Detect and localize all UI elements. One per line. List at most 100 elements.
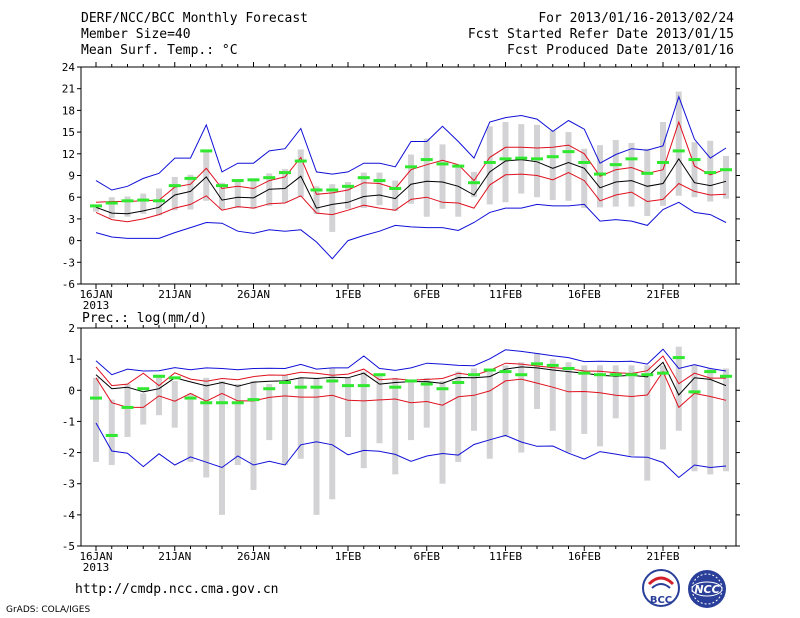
ncc-logo-text: NCC <box>694 583 719 596</box>
range-box <box>423 138 430 217</box>
ensemble-marker <box>562 150 575 154</box>
x-tick-label: 21JAN <box>158 550 191 563</box>
ensemble-marker <box>405 379 417 383</box>
range-box <box>471 368 477 431</box>
series-line-lower <box>95 370 727 409</box>
range-box <box>612 140 619 207</box>
ensemble-marker <box>105 201 118 205</box>
ensemble-marker <box>609 163 622 167</box>
ensemble-marker <box>468 181 480 185</box>
range-box <box>471 171 477 198</box>
ensemble-marker <box>452 381 465 384</box>
ensemble-marker <box>609 373 622 377</box>
x-tick-label: 21FEB <box>646 288 679 301</box>
y-tick-label: 18 <box>62 104 75 117</box>
bcc-logo: BCC <box>642 569 680 607</box>
ensemble-marker <box>420 382 433 386</box>
ensemble-marker <box>294 159 307 163</box>
ensemble-marker <box>405 165 417 169</box>
ensemble-marker <box>720 168 732 172</box>
ensemble-marker <box>342 384 354 388</box>
ensemble-marker <box>625 157 638 161</box>
ensemble-marker <box>373 373 386 377</box>
range-box <box>360 371 367 469</box>
range-box <box>203 377 210 478</box>
ensemble-marker <box>310 385 323 389</box>
plot-frame <box>80 327 737 547</box>
range-box <box>93 204 99 212</box>
ensemble-marker <box>326 188 339 192</box>
ensemble-marker <box>200 401 213 405</box>
ensemble-marker <box>420 158 433 162</box>
started-date-line: Fcst Started Refer Date 2013/01/15 <box>467 27 734 42</box>
ensemble-marker <box>216 401 228 405</box>
range-box <box>140 393 147 425</box>
range-box <box>124 196 131 217</box>
range-box <box>691 365 698 472</box>
range-box <box>329 184 336 232</box>
ensemble-marker <box>121 199 134 203</box>
series-line-mean <box>95 157 727 215</box>
range-box <box>108 399 115 466</box>
range-box <box>534 352 540 409</box>
range-box <box>455 165 462 217</box>
ensemble-marker <box>105 433 118 437</box>
range-box <box>549 130 556 201</box>
series-line-max <box>95 95 727 191</box>
range-box <box>297 149 304 198</box>
range-box <box>597 365 603 447</box>
ncc-logo: NCC <box>688 570 726 608</box>
member-size-line: Member Size=40 <box>81 27 191 42</box>
ensemble-marker <box>137 387 150 391</box>
range-box <box>644 365 651 481</box>
ensemble-marker <box>452 164 465 168</box>
range-box <box>723 155 729 199</box>
ensemble-marker <box>90 396 102 400</box>
ensemble-marker <box>247 398 260 402</box>
source-url[interactable]: http://cmdp.ncc.cma.gov.cn <box>75 582 279 597</box>
ensemble-marker <box>641 373 654 377</box>
ensemble-marker <box>531 362 543 366</box>
range-box <box>439 380 446 484</box>
ensemble-marker <box>263 387 276 391</box>
range-box <box>108 197 115 219</box>
range-box <box>171 380 178 428</box>
range-box <box>376 374 383 444</box>
ensemble-marker <box>357 176 370 180</box>
bcc-logo-text: BCC <box>650 595 672 606</box>
ensemble-marker <box>483 368 496 372</box>
y-tick-label: 3 <box>68 213 75 226</box>
ensemble-marker <box>546 155 559 159</box>
series-line-upper <box>95 120 727 203</box>
ensemble-marker <box>263 176 276 180</box>
range-box <box>392 377 399 475</box>
ensemble-marker <box>546 363 559 367</box>
x-tick-label: 16JAN <box>79 550 112 563</box>
ensemble-marker <box>168 376 181 380</box>
ensemble-marker <box>641 171 654 175</box>
chart-header-left: DERF/NCC/BCC Monthly Forecast Member Siz… <box>81 11 308 59</box>
range-box <box>93 377 99 462</box>
range-box <box>250 178 257 209</box>
y-tick-label: -1 <box>62 415 75 428</box>
ensemble-marker <box>389 385 402 389</box>
y-tick-label: 1 <box>68 353 75 366</box>
range-box <box>140 193 147 214</box>
range-box <box>612 365 619 419</box>
x-tick-year: 2013 <box>83 561 110 574</box>
range-box <box>171 176 178 211</box>
range-box <box>502 365 509 437</box>
range-box <box>250 380 257 490</box>
y-tick-label: -3 <box>62 256 75 269</box>
ensemble-marker <box>279 381 291 384</box>
range-box <box>486 368 493 459</box>
range-box <box>266 384 273 441</box>
range-box <box>691 142 698 198</box>
ensemble-marker <box>294 385 307 389</box>
ensemble-marker <box>562 366 575 370</box>
produced-date-line: Fcst Produced Date 2013/01/16 <box>507 43 734 58</box>
range-box <box>534 124 540 198</box>
x-tick-label: 1FEB <box>335 288 362 301</box>
